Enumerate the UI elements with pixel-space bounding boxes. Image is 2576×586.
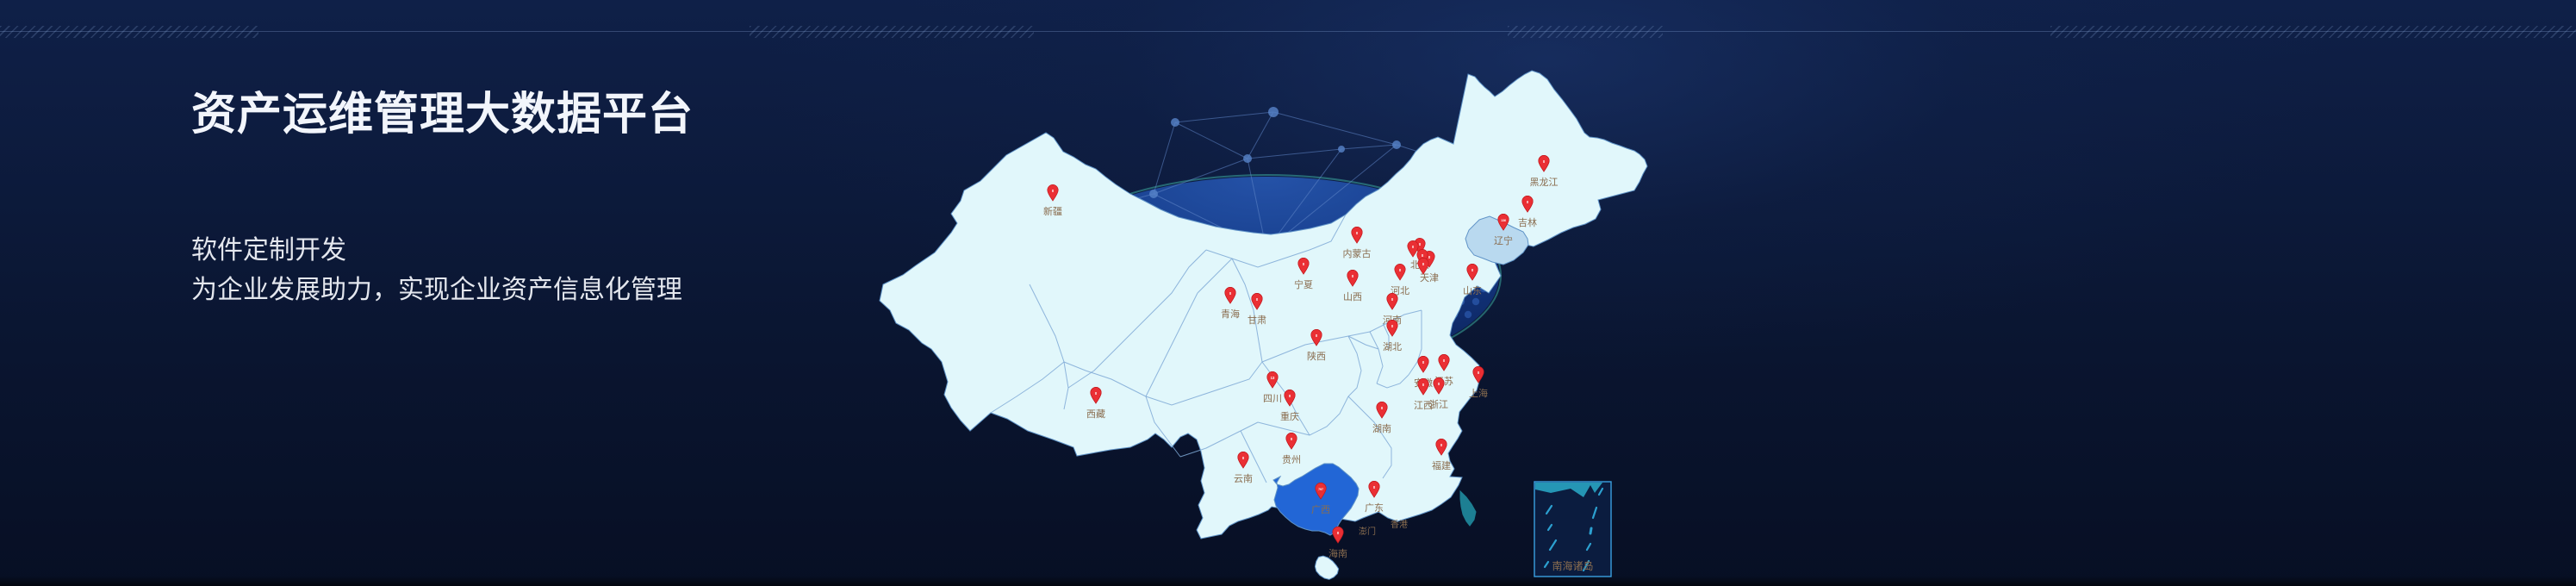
svg-text:南海诸岛: 南海诸岛 [1552, 559, 1593, 572]
svg-text:湖南: 湖南 [1372, 423, 1391, 434]
svg-text:13: 13 [1271, 376, 1275, 380]
svg-text:重庆: 重庆 [1280, 410, 1299, 422]
svg-text:四川: 四川 [1263, 394, 1282, 404]
svg-text:广东: 广东 [1365, 502, 1384, 514]
svg-text:天津: 天津 [1420, 272, 1439, 284]
svg-text:广西: 广西 [1311, 504, 1330, 515]
svg-text:136: 136 [1501, 219, 1506, 222]
svg-text:宁夏: 宁夏 [1294, 278, 1313, 290]
svg-text:797: 797 [1318, 488, 1323, 491]
svg-text:吉林: 吉林 [1518, 216, 1537, 228]
svg-text:海南: 海南 [1328, 547, 1347, 559]
svg-text:内蒙古: 内蒙古 [1343, 247, 1372, 259]
svg-text:西藏: 西藏 [1086, 408, 1105, 420]
svg-text:黑龙江: 黑龙江 [1530, 177, 1559, 188]
svg-text:香港: 香港 [1391, 520, 1408, 530]
svg-text:青海: 青海 [1221, 308, 1240, 320]
svg-text:山西: 山西 [1343, 291, 1362, 302]
svg-text:辽宁: 辽宁 [1494, 234, 1513, 246]
svg-text:陕西: 陕西 [1307, 350, 1326, 362]
svg-text:澎门: 澎门 [1359, 526, 1376, 537]
svg-text:福建: 福建 [1432, 459, 1451, 471]
svg-text:山东: 山东 [1463, 285, 1482, 296]
svg-text:上海: 上海 [1469, 387, 1488, 399]
svg-text:云南: 云南 [1234, 473, 1253, 484]
svg-text:新疆: 新疆 [1043, 205, 1062, 217]
svg-text:甘肃: 甘肃 [1248, 315, 1266, 326]
svg-text:贵州: 贵州 [1282, 454, 1301, 465]
svg-text:江西: 江西 [1414, 400, 1433, 411]
svg-text:湖北: 湖北 [1383, 341, 1402, 352]
